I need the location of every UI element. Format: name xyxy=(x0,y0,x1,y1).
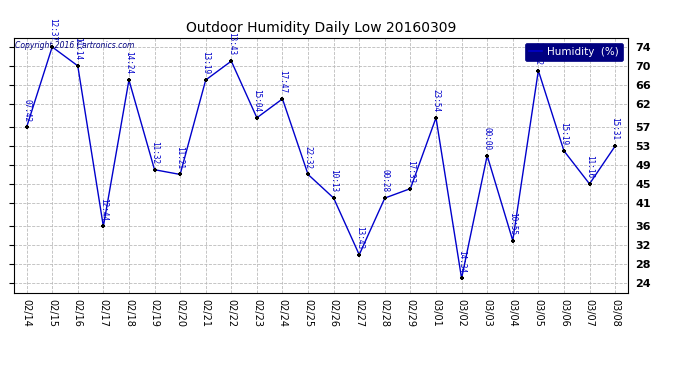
Point xyxy=(507,237,518,243)
Text: 22:32: 22:32 xyxy=(304,146,313,169)
Text: 07:42: 07:42 xyxy=(22,99,31,122)
Point xyxy=(380,195,391,201)
Point xyxy=(584,181,595,187)
Point xyxy=(226,58,237,64)
Text: 15:19: 15:19 xyxy=(560,122,569,145)
Text: 23:54: 23:54 xyxy=(431,89,440,112)
Point xyxy=(405,186,416,192)
Text: 13:43: 13:43 xyxy=(355,226,364,249)
Point xyxy=(175,171,186,177)
Point xyxy=(21,124,32,130)
Point xyxy=(354,252,365,258)
Text: 12:44: 12:44 xyxy=(99,198,108,221)
Point xyxy=(558,148,569,154)
Point xyxy=(431,115,442,121)
Legend: Humidity  (%): Humidity (%) xyxy=(525,43,622,61)
Text: 17:47: 17:47 xyxy=(278,70,287,93)
Text: 11:21: 11:21 xyxy=(176,146,185,169)
Text: 15:31: 15:31 xyxy=(611,117,620,141)
Point xyxy=(72,63,83,69)
Text: 15:04: 15:04 xyxy=(253,89,262,112)
Point xyxy=(124,77,135,83)
Text: Copyright 2016 Cartronics.com: Copyright 2016 Cartronics.com xyxy=(15,41,135,50)
Point xyxy=(251,115,262,121)
Text: 00:28: 00:28 xyxy=(380,170,389,192)
Text: 13:19: 13:19 xyxy=(201,51,210,75)
Text: 17:33: 17:33 xyxy=(406,160,415,183)
Point xyxy=(277,96,288,102)
Text: 12:37: 12:37 xyxy=(48,18,57,41)
Point xyxy=(609,143,620,149)
Point xyxy=(482,153,493,159)
Text: 11:14: 11:14 xyxy=(73,37,82,60)
Point xyxy=(149,167,160,173)
Point xyxy=(98,224,109,230)
Point xyxy=(200,77,211,83)
Title: Outdoor Humidity Daily Low 20160309: Outdoor Humidity Daily Low 20160309 xyxy=(186,21,456,35)
Text: 14:24: 14:24 xyxy=(124,51,133,75)
Text: 14:34: 14:34 xyxy=(457,250,466,273)
Text: 10:13: 10:13 xyxy=(329,170,338,192)
Text: 10:55: 10:55 xyxy=(509,212,518,235)
Point xyxy=(456,275,467,281)
Text: 00:00: 00:00 xyxy=(483,127,492,150)
Text: 22:42: 22:42 xyxy=(534,42,543,65)
Point xyxy=(47,44,58,50)
Text: 13:43: 13:43 xyxy=(227,32,236,56)
Point xyxy=(533,68,544,74)
Point xyxy=(302,171,313,177)
Point xyxy=(328,195,339,201)
Text: 11:32: 11:32 xyxy=(150,141,159,164)
Text: 11:16: 11:16 xyxy=(585,155,594,178)
